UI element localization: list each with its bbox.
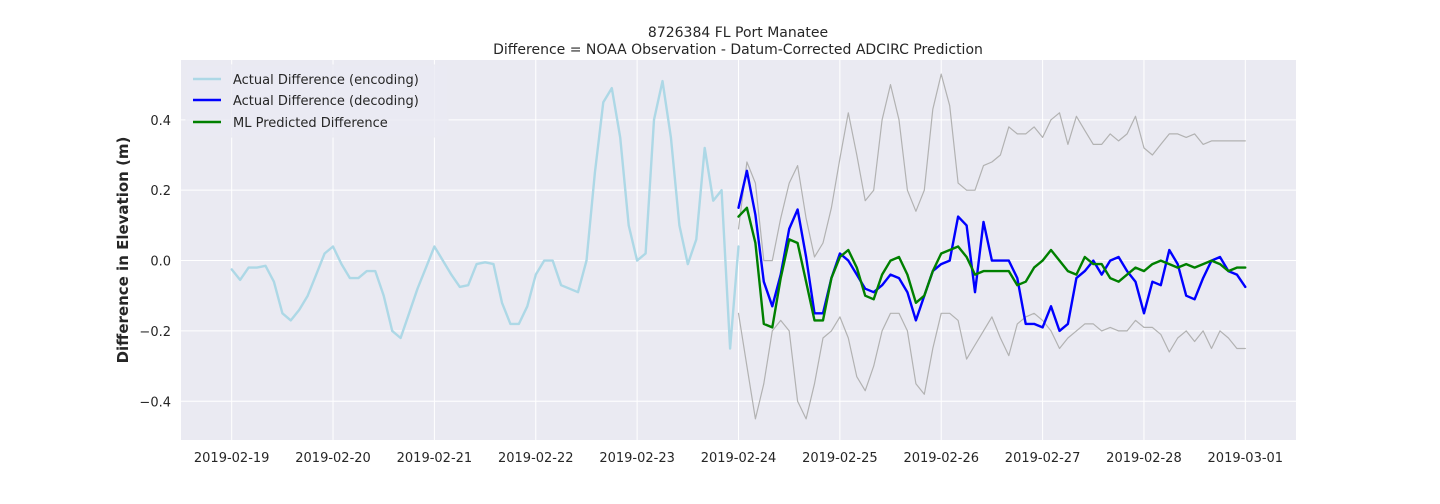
x-tick-label: 2019-02-23 bbox=[599, 451, 675, 466]
x-tick-label: 2019-02-19 bbox=[194, 451, 270, 466]
legend-box bbox=[185, 64, 449, 138]
legend-label-ml-predicted: ML Predicted Difference bbox=[233, 116, 388, 131]
x-tick-label: 2019-02-22 bbox=[498, 451, 574, 466]
chart-title: 8726384 FL Port Manatee bbox=[648, 25, 828, 41]
x-tick-label: 2019-02-28 bbox=[1106, 451, 1182, 466]
y-tick-label: 0.4 bbox=[150, 114, 171, 129]
series-decoding-line bbox=[737, 169, 1247, 333]
y-tick-label: 0.0 bbox=[150, 255, 171, 270]
y-tick-label: −0.2 bbox=[139, 325, 171, 340]
series-layer bbox=[230, 73, 1247, 420]
x-tick-label: 2019-02-21 bbox=[397, 451, 473, 466]
legend: Actual Difference (encoding) Actual Diff… bbox=[185, 64, 449, 138]
x-tick-label: 2019-02-27 bbox=[1005, 451, 1081, 466]
y-axis-label: Difference in Elevation (m) bbox=[114, 137, 132, 364]
y-tick-label: 0.2 bbox=[150, 184, 171, 199]
y-tick-label: −0.4 bbox=[139, 395, 171, 410]
x-tick-label: 2019-02-20 bbox=[295, 451, 371, 466]
x-tick-label: 2019-02-26 bbox=[903, 451, 979, 466]
x-tick-label: 2019-02-25 bbox=[802, 451, 878, 466]
legend-label-decoding: Actual Difference (decoding) bbox=[233, 94, 419, 109]
chart-subtitle: Difference = NOAA Observation - Datum-Co… bbox=[493, 42, 983, 58]
series-upper-envelope-line bbox=[737, 73, 1246, 262]
x-tick-label: 2019-02-24 bbox=[701, 451, 777, 466]
series-encoding-line bbox=[230, 79, 740, 350]
legend-label-encoding: Actual Difference (encoding) bbox=[233, 73, 419, 88]
series-lower-envelope-line bbox=[737, 312, 1246, 420]
x-tick-label: 2019-03-01 bbox=[1208, 451, 1284, 466]
tick-labels: 2019-02-19 2019-02-20 2019-02-21 2019-02-22… bbox=[139, 114, 1283, 466]
series-ml-predicted-line bbox=[737, 206, 1247, 329]
